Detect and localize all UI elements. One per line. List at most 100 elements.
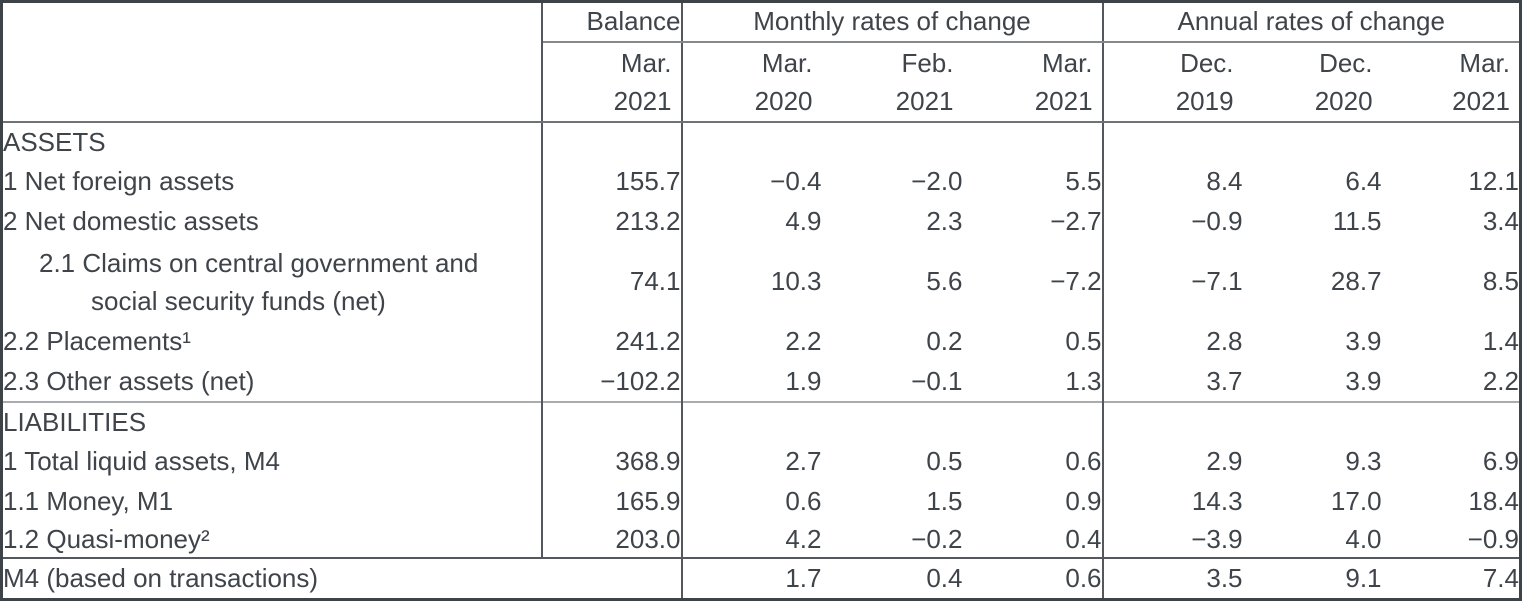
subcol-annual-dec-2019: Dec. 2019 (1102, 41, 1243, 123)
table-row: 2 Net domestic assets 213.2 4.9 2.3 −2.7… (1, 201, 1521, 242)
row-label: 2.1 Claims on central government and soc… (1, 241, 543, 322)
cell: 8.5 (1482, 266, 1519, 296)
cell: 1.7 (681, 556, 822, 600)
cell (1242, 400, 1382, 442)
cell (962, 400, 1104, 442)
subcol-month: Mar. (1459, 47, 1510, 78)
cell: 3.9 (1345, 326, 1382, 356)
cell: −7.1 (1191, 266, 1243, 296)
cell: 9.1 (1242, 556, 1382, 600)
subcol-month: Dec. (1319, 47, 1373, 78)
cell: 0.4 (821, 556, 963, 600)
cell: 6.9 (1482, 446, 1519, 476)
cell (1382, 122, 1521, 162)
footer-row-m4-transactions: M4 (based on transactions) 1.7 0.4 0.6 3… (1, 556, 1521, 600)
subcol-month: Feb. (901, 47, 954, 78)
cell: 1.9 (785, 365, 822, 396)
row-label: 1 Net foreign assets (1, 161, 543, 202)
cell: 9.3 (1345, 446, 1382, 476)
cell: −2.0 (911, 166, 963, 196)
cell: 28.7 (1330, 266, 1382, 296)
cell: −0.1 (911, 365, 963, 396)
cell: −102.2 (541, 361, 683, 402)
subcol-monthly-feb-2021: Feb. 2021 (821, 41, 963, 123)
cell: 213.2 (541, 201, 683, 242)
cell: 5.5 (962, 161, 1104, 202)
cell (541, 121, 683, 162)
cell: −2.7 (962, 201, 1104, 242)
cell: 0.5 (962, 321, 1104, 362)
subcol-monthly-mar-2020: Mar. 2020 (681, 41, 822, 123)
cell: 4.2 (785, 523, 822, 554)
cell: 1.3 (962, 361, 1104, 402)
header-subcolumn-row: Mar. 2021 Mar. 2020 Feb. 2021 Mar. 2021 … (2, 41, 1521, 123)
subcol-annual-mar-2021: Mar. 2021 (1381, 41, 1521, 123)
cell: 155.7 (541, 161, 683, 202)
cell: 241.2 (541, 321, 683, 362)
subcol-month: Mar. (1041, 47, 1093, 78)
cell: −0.9 (1467, 523, 1519, 554)
section-title: ASSETS (1, 121, 543, 162)
row-label: 2 Net domestic assets (1, 201, 543, 242)
cell: −7.2 (962, 241, 1104, 322)
cell: 0.6 (962, 441, 1104, 482)
cell: 1.5 (926, 486, 963, 516)
row-label: 1.1 Money, M1 (1, 481, 543, 522)
subcol-month: Mar. (761, 47, 813, 78)
subcol-year: 2021 (1034, 85, 1093, 116)
cell: 0.5 (926, 446, 963, 476)
cell: 0.2 (926, 326, 963, 356)
table-row: 2.3 Other assets (net) −102.2 1.9 −0.1 1… (1, 361, 1521, 402)
row-label-line2: social security funds (net) (91, 285, 386, 316)
col-group-monthly: Monthly rates of change (681, 1, 1104, 43)
cell (1102, 400, 1243, 442)
row-label: 2.2 Placements¹ (1, 321, 543, 362)
cell: 0.6 (962, 556, 1104, 600)
cell: 2.3 (926, 206, 963, 236)
section-row-assets: ASSETS (1, 121, 1521, 162)
table-row: 1 Net foreign assets 155.7 −0.4 −2.0 5.5… (1, 161, 1521, 202)
cell: 17.0 (1330, 486, 1382, 516)
cell: 165.9 (541, 481, 683, 522)
cell: 18.4 (1468, 486, 1519, 516)
cell: 2.2 (785, 326, 822, 356)
cell (1243, 122, 1382, 162)
cell: 3.4 (1482, 206, 1519, 236)
row-label: M4 (based on transactions) (1, 556, 683, 600)
cell: 1.4 (1482, 326, 1519, 356)
subcol-year: 2021 (613, 85, 672, 116)
cell: 11.5 (1332, 206, 1382, 236)
row-label: 2.3 Other assets (net) (1, 361, 543, 402)
cell (541, 400, 683, 442)
cell: 2.8 (1206, 326, 1243, 356)
cell (822, 122, 963, 162)
cell: 4.9 (785, 206, 822, 236)
corner-cell (1, 1, 543, 123)
section-row-liabilities: LIABILITIES (1, 400, 1521, 442)
cell: −0.2 (911, 523, 963, 554)
cell (962, 121, 1104, 162)
subcol-year: 2021 (1452, 85, 1510, 116)
cell: 7.4 (1381, 556, 1521, 600)
subcol-annual-dec-2020: Dec. 2020 (1242, 41, 1382, 123)
cell: −0.4 (770, 166, 822, 196)
subcol-monthly-mar-2021: Mar. 2021 (962, 41, 1104, 123)
cell: 10.3 (770, 266, 822, 296)
cell: 74.1 (541, 241, 683, 322)
cell: 4.0 (1345, 523, 1382, 554)
cell: 14.3 (1191, 486, 1243, 516)
cell (681, 400, 822, 442)
subcol-month: Mar. (620, 47, 672, 78)
cell: 3.9 (1345, 365, 1382, 396)
cell: 2.7 (785, 446, 822, 476)
cell: −0.9 (1191, 206, 1243, 236)
cell: 5.6 (926, 266, 963, 296)
cell: 0.6 (785, 486, 822, 516)
cell (1103, 122, 1243, 162)
table-row: 2.1 Claims on central government and soc… (1, 241, 1521, 322)
cell: 6.4 (1345, 166, 1382, 196)
section-title: LIABILITIES (1, 400, 543, 442)
row-label: 1.2 Quasi-money² (1, 521, 543, 558)
cell: 2.2 (1482, 365, 1519, 396)
